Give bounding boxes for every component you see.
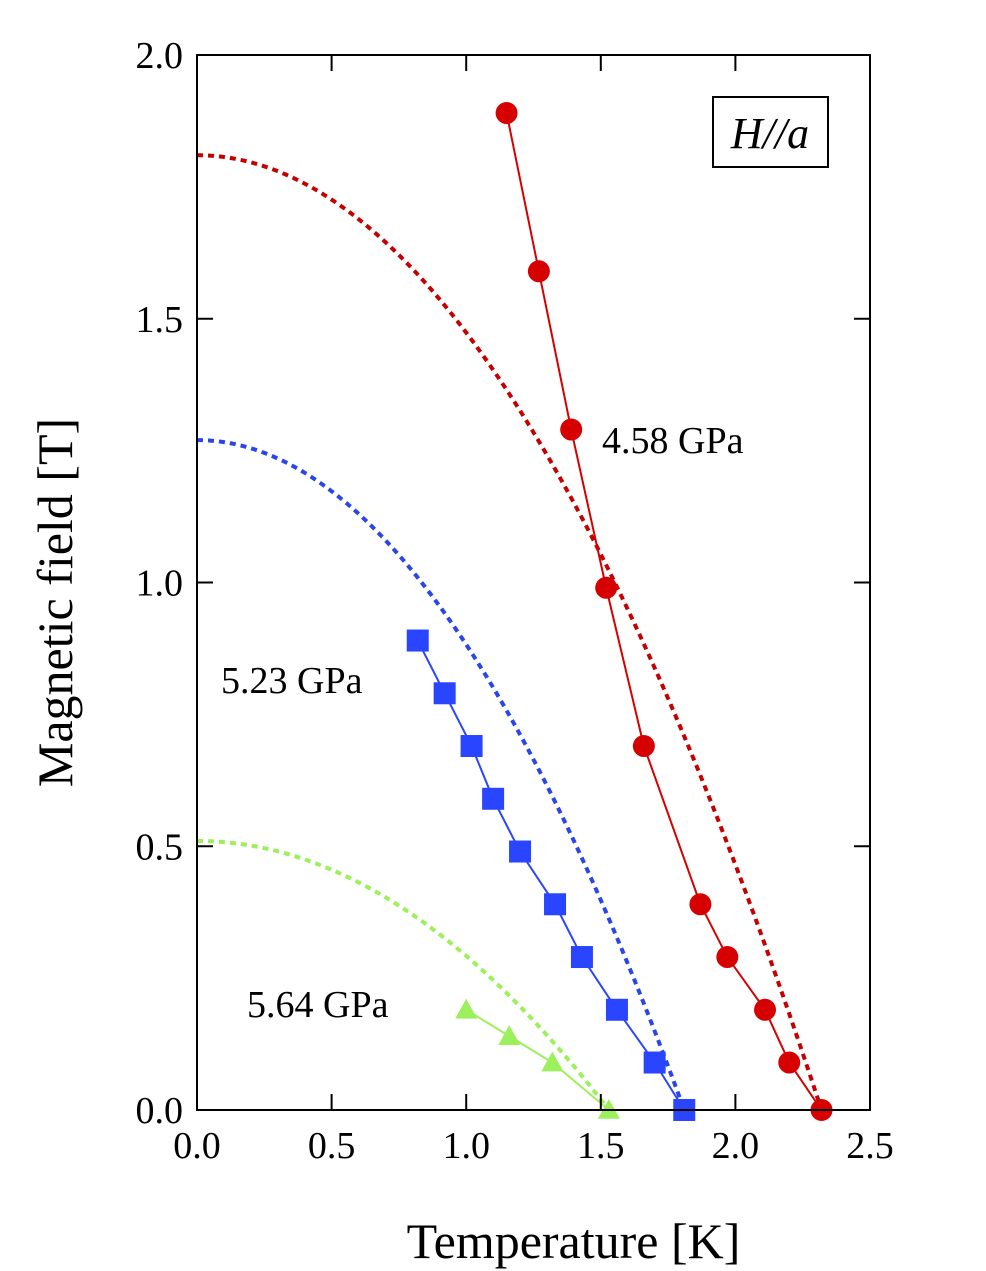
x-tick-label: 1.0 bbox=[442, 1125, 490, 1167]
data-point-square bbox=[460, 735, 483, 758]
data-point-triangle bbox=[597, 1099, 620, 1119]
data-point-triangle bbox=[541, 1051, 564, 1072]
x-tick-label: 1.5 bbox=[577, 1125, 625, 1167]
y-tick-label: 0.5 bbox=[136, 826, 184, 868]
tick-labels: 0.0 0.5 1.0 1.5 2.0 2.5 0.0 0.5 1.0 1.5 2.0 bbox=[136, 35, 894, 1167]
x-tick-label: 0.0 bbox=[173, 1125, 221, 1167]
data-point-square bbox=[544, 893, 567, 916]
data-point-square bbox=[509, 840, 532, 863]
fit-curves bbox=[196, 153, 824, 1112]
data-point-circle bbox=[754, 998, 777, 1021]
annotation-text: H//a bbox=[730, 109, 809, 158]
data-point-square bbox=[605, 998, 628, 1021]
fit-curve-series-0 bbox=[196, 153, 824, 1111]
series-line-0 bbox=[505, 112, 823, 1111]
series-line-1 bbox=[416, 640, 686, 1111]
x-tick-label: 2.5 bbox=[846, 1125, 894, 1167]
data-point-circle bbox=[716, 946, 739, 969]
data-point-circle bbox=[778, 1051, 801, 1074]
data-point-circle bbox=[689, 893, 712, 916]
x-tick-label: 2.0 bbox=[712, 1125, 760, 1167]
data-point-square bbox=[643, 1051, 666, 1074]
data-point-triangle bbox=[498, 1025, 521, 1045]
series-lines bbox=[416, 112, 823, 1111]
y-tick-label: 2.0 bbox=[136, 35, 184, 77]
annotation-box: H//a bbox=[712, 96, 829, 168]
series-markers bbox=[406, 102, 833, 1121]
y-tick-label: 1.0 bbox=[136, 563, 184, 605]
data-point-circle bbox=[560, 418, 583, 441]
data-point-square bbox=[433, 682, 456, 705]
data-point-square bbox=[406, 629, 429, 652]
data-point-circle bbox=[632, 735, 655, 758]
data-point-circle bbox=[595, 576, 618, 599]
x-tick-label: 0.5 bbox=[308, 1125, 356, 1167]
series-label-5-64-gpa: 5.64 GPa bbox=[247, 984, 389, 1026]
y-tick-label: 1.5 bbox=[136, 299, 184, 341]
series-labels: 4.58 GPa 5.23 GPa 5.64 GPa bbox=[221, 420, 744, 1026]
data-point-circle bbox=[527, 260, 550, 283]
data-point-square bbox=[482, 787, 505, 810]
data-point-triangle bbox=[455, 998, 478, 1019]
x-axis-title: Temperature [K] bbox=[407, 1213, 741, 1269]
axis-ticks bbox=[196, 54, 871, 1111]
series-line-2 bbox=[465, 1008, 610, 1111]
series-label-5-23-gpa: 5.23 GPa bbox=[221, 660, 363, 702]
data-point-square bbox=[570, 946, 593, 969]
y-tick-label: 0.0 bbox=[136, 1090, 184, 1132]
fit-curve-series-2 bbox=[196, 838, 611, 1112]
series-label-4-58-gpa: 4.58 GPa bbox=[602, 420, 744, 462]
y-axis-title: Magnetic field [T] bbox=[27, 418, 83, 787]
data-point-circle bbox=[495, 102, 518, 125]
